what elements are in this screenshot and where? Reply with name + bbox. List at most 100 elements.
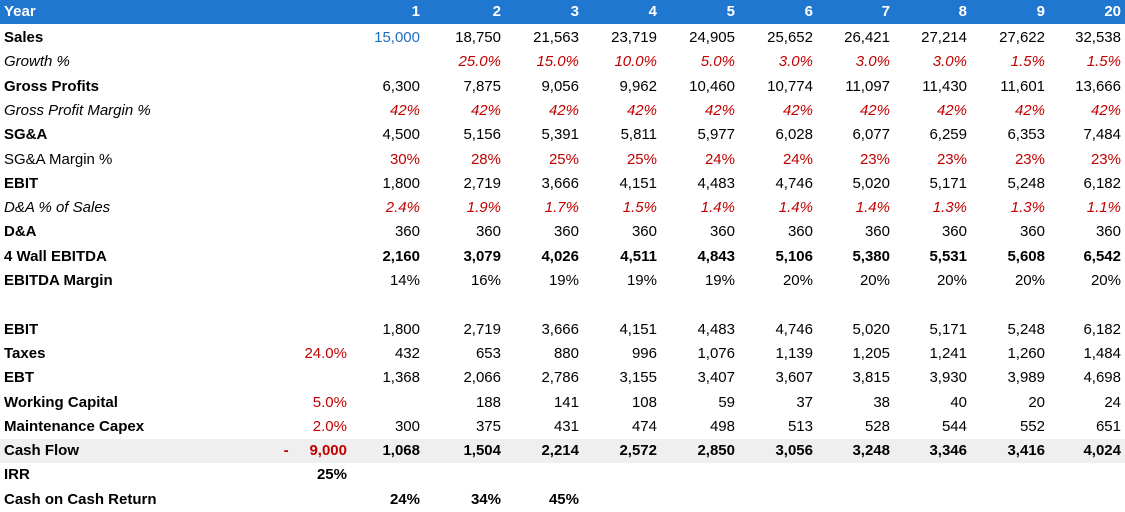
- cell-year-20: 6,182: [1083, 320, 1121, 338]
- cell-year-3: 2,214: [541, 442, 579, 460]
- cell-year-5: 4,843: [697, 247, 735, 265]
- cell-year-20: 42%: [1090, 101, 1121, 119]
- cell-year-4: 108: [631, 393, 657, 411]
- cell-year-4: 10.0%: [614, 53, 657, 71]
- cell-year-7: 5,020: [852, 174, 890, 192]
- cell-year-4: 19%: [626, 272, 657, 289]
- row-label: SG&A Margin %: [4, 150, 113, 168]
- cell-year-3: 880: [553, 344, 579, 362]
- cell-year-20: 1,484: [1083, 344, 1121, 362]
- table-row: EBIT 1,800 2,719 3,666 4,151 4,483 4,746 5,020 5…: [0, 172, 1125, 196]
- cell-year-5: 2,850: [697, 442, 735, 460]
- cell-year-20: 1.1%: [1086, 199, 1121, 217]
- table-row: Working Capital 5.0% 188 141 108 59 37 38 40 20 24: [0, 391, 1125, 415]
- cell-year-20: 6,542: [1083, 247, 1121, 265]
- cell-year-6: 6,028: [775, 126, 813, 144]
- cell-year-4: 4,151: [619, 320, 657, 338]
- table-row: IRR 25%: [0, 463, 1125, 487]
- cell-year-5: 24,905: [689, 29, 735, 46]
- cell-year-2: 375: [475, 417, 501, 435]
- cell-year-1: 2.4%: [385, 199, 420, 217]
- cell-year-4: 4,511: [620, 247, 657, 265]
- cell-year-4: 23,719: [611, 29, 657, 46]
- cell-year-1: 30%: [389, 150, 420, 168]
- row-label: EBIT: [4, 174, 39, 192]
- cell-year-4: 4,151: [619, 174, 657, 192]
- cell-year-3: 360: [553, 223, 579, 241]
- cell-year-9: 11,601: [1000, 77, 1045, 95]
- cell-year-5: 3,407: [697, 369, 735, 387]
- cell-year-7: 38: [873, 393, 890, 411]
- table-row: EBT 1,368 2,066 2,786 3,155 3,407 3,607 3,815 3,…: [0, 366, 1125, 390]
- cell-year-9: 1.5%: [1010, 53, 1045, 71]
- header-year-5: 5: [726, 3, 735, 20]
- cell-year-3: 45%: [548, 490, 579, 508]
- row-label: Cash on Cash Return: [4, 490, 157, 508]
- cell-year-7: 26,421: [844, 29, 890, 46]
- row-label: EBITDA Margin: [4, 272, 113, 289]
- cell-year-5: 1,076: [697, 344, 735, 362]
- cell-year-5: 5,977: [697, 126, 735, 144]
- table-row: EBITDA Margin 14% 16% 19% 19% 19% 20% 20% 20% 20%…: [0, 269, 1125, 293]
- row-assumption: 2.0%: [312, 417, 347, 435]
- cell-year-1: 432: [394, 344, 420, 362]
- cell-year-5: 59: [718, 393, 735, 411]
- table-row: Cash Flow - 9,000 1,068 1,504 2,214 2,572 2,85…: [0, 439, 1125, 464]
- header-year-9: 9: [1036, 3, 1045, 20]
- cell-year-3: 4,026: [541, 247, 579, 265]
- cell-year-4: 9,962: [619, 77, 657, 95]
- cell-year-5: 42%: [704, 101, 735, 119]
- cell-year-6: 3,056: [775, 442, 813, 460]
- table-row: Taxes 24.0% 432 653 880 996 1,076 1,139 1,205 1,2…: [0, 342, 1125, 366]
- header-year-4: 4: [648, 3, 657, 20]
- row-assumption: - 9,000: [283, 442, 347, 460]
- cell-year-3: 431: [553, 417, 579, 435]
- cell-year-20: 1.5%: [1086, 53, 1121, 71]
- cell-year-5: 19%: [704, 272, 735, 289]
- row-label: Gross Profits: [4, 77, 100, 95]
- cell-year-3: 141: [553, 393, 579, 411]
- cell-year-8: 5,531: [929, 247, 967, 265]
- row-label: EBIT: [4, 320, 39, 338]
- row-label: Growth %: [4, 53, 70, 71]
- row-label: 4 Wall EBITDA: [4, 247, 107, 265]
- cell-year-3: 42%: [548, 101, 579, 119]
- cell-year-1: 2,160: [382, 247, 420, 265]
- cell-year-9: 5,608: [1007, 247, 1045, 265]
- cell-year-3: 19%: [548, 272, 579, 289]
- cell-year-5: 360: [709, 223, 735, 241]
- cell-year-2: 2,719: [463, 320, 501, 338]
- cell-year-20: 4,698: [1083, 369, 1121, 387]
- row-label: IRR: [4, 466, 30, 484]
- header-year-2: 2: [492, 3, 501, 20]
- cell-year-2: 2,719: [463, 174, 501, 192]
- cell-year-20: 360: [1095, 223, 1121, 241]
- cell-year-20: 20%: [1090, 272, 1121, 289]
- cell-year-20: 24: [1104, 393, 1121, 411]
- cell-year-8: 1,241: [929, 344, 967, 362]
- cell-year-20: 6,182: [1083, 174, 1121, 192]
- cell-year-2: 2,066: [463, 369, 501, 387]
- cell-year-8: 40: [950, 393, 967, 411]
- cell-year-1: 4,500: [382, 126, 420, 144]
- row-label: Sales: [4, 29, 44, 46]
- table-row: Growth % 25.0% 15.0% 10.0% 5.0% 3.0% 3.0% 3.0% 1…: [0, 50, 1125, 74]
- row-label: Maintenance Capex: [4, 417, 145, 435]
- cell-year-7: 11,097: [845, 77, 890, 95]
- cell-year-3: 1.7%: [544, 199, 579, 217]
- cell-year-8: 23%: [936, 150, 967, 168]
- cell-year-4: 42%: [626, 101, 657, 119]
- row-label: Cash Flow: [4, 442, 80, 460]
- cell-year-9: 1,260: [1007, 344, 1045, 362]
- cell-year-1: 300: [394, 417, 420, 435]
- cell-year-2: 25.0%: [458, 53, 501, 71]
- row-label: SG&A: [4, 126, 48, 144]
- cell-year-1: 360: [394, 223, 420, 241]
- cell-year-7: 5,020: [852, 320, 890, 338]
- cell-year-6: 10,774: [767, 77, 813, 95]
- cell-year-7: 1,205: [852, 344, 890, 362]
- table-row: Gross Profits 6,300 7,875 9,056 9,962 10,460 1…: [0, 75, 1125, 99]
- cell-year-20: 4,024: [1083, 442, 1121, 460]
- cell-year-7: 23%: [859, 150, 890, 168]
- cell-year-1: 15,000: [374, 29, 420, 46]
